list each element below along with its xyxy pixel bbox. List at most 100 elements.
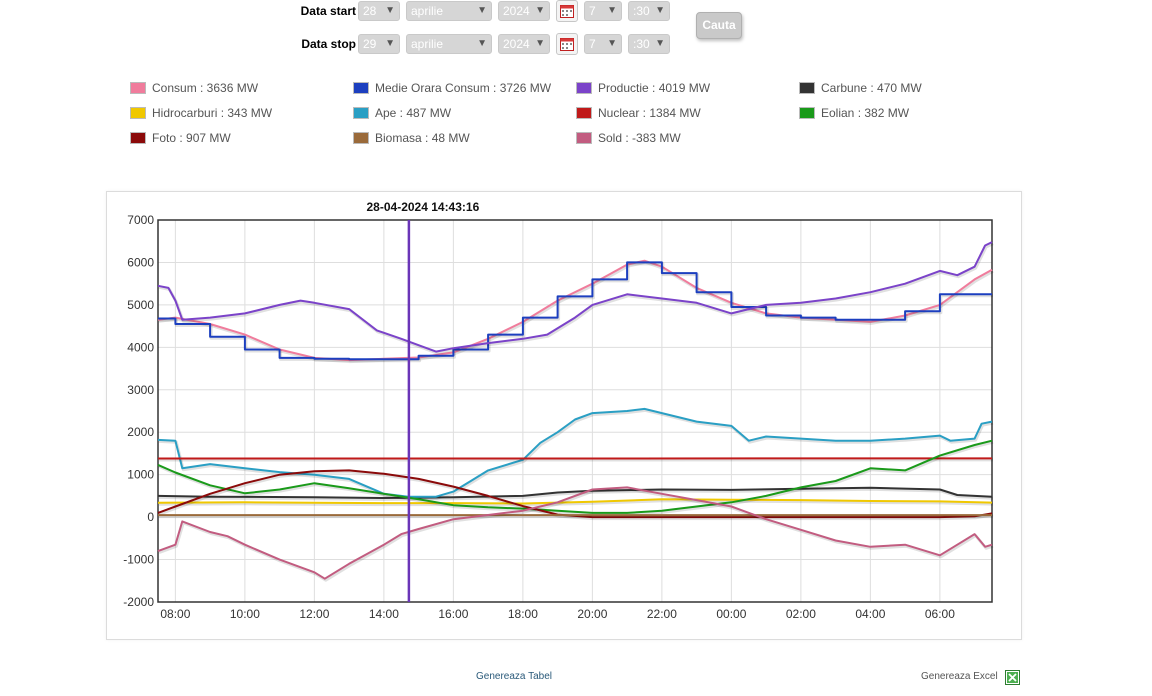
- series-line-carbune: [157, 486, 993, 499]
- date-start-row: Data start 28 ▼ aprilie ▼ 2024 ▼ 7 ▼ :30 ▼: [296, 0, 676, 22]
- generate-excel-link[interactable]: Genereaza Excel: [921, 671, 998, 682]
- legend-swatch: [130, 82, 146, 94]
- chevron-down-icon: ▼: [385, 5, 395, 16]
- legend-swatch: [799, 107, 815, 119]
- legend-label: Consum : 3636 MW: [152, 81, 259, 95]
- series-shadow-foto: [158, 470, 994, 521]
- series-shadow-medie-orara-consum: [159, 262, 993, 363]
- y-tick-label: 4000: [127, 340, 154, 354]
- stop-minute-select[interactable]: :30 ▼: [628, 34, 670, 54]
- legend-swatch: [130, 132, 146, 144]
- search-button[interactable]: Cauta: [696, 12, 742, 39]
- legend-label: Hidrocarburi : 343 MW: [152, 106, 273, 120]
- legend-label: Eolian : 382 MW: [821, 106, 910, 120]
- x-tick-label: 20:00: [577, 607, 607, 621]
- series-shadow-carbune: [158, 487, 994, 501]
- chart-container: [106, 191, 1022, 640]
- series-line-consum: [157, 259, 993, 362]
- stop-calendar-button[interactable]: [556, 33, 578, 55]
- date-stop-row: Data stop 29 ▼ aprilie ▼ 2024 ▼ 7 ▼ :30 ▼: [296, 33, 676, 55]
- legend-label: Biomasa : 48 MW: [375, 131, 470, 145]
- series-shadow-hidrocarburi: [158, 499, 994, 507]
- legend-label: Productie : 4019 MW: [598, 81, 711, 95]
- stop-month-select[interactable]: aprilie ▼: [406, 34, 492, 54]
- stop-year-value: 2024: [503, 37, 530, 51]
- legend-label: Medie Orara Consum : 3726 MW: [375, 81, 552, 95]
- x-tick-label: 00:00: [716, 607, 746, 621]
- x-tick-label: 22:00: [647, 607, 677, 621]
- start-minute-value: :30: [633, 4, 650, 18]
- stop-day-select[interactable]: 29 ▼: [358, 34, 400, 54]
- legend-item-nuclear[interactable]: Nuclear : 1384 MW: [576, 106, 701, 120]
- legend-swatch: [353, 132, 369, 144]
- chevron-down-icon: ▼: [655, 5, 665, 16]
- generate-table-link[interactable]: Genereaza Tabel: [476, 671, 552, 682]
- stop-hour-value: 7: [589, 37, 596, 51]
- start-month-value: aprilie: [411, 4, 444, 18]
- legend-label: Ape : 487 MW: [375, 106, 452, 120]
- legend-item-eolian[interactable]: Eolian : 382 MW: [799, 106, 909, 120]
- legend-label: Carbune : 470 MW: [821, 81, 922, 95]
- y-tick-label: 6000: [127, 255, 154, 269]
- chevron-down-icon: ▼: [655, 38, 665, 49]
- legend-swatch: [130, 107, 146, 119]
- y-tick-label: 7000: [127, 213, 154, 227]
- start-hour-select[interactable]: 7 ▼: [584, 1, 622, 21]
- legend-label: Nuclear : 1384 MW: [598, 106, 701, 120]
- legend-label: Sold : -383 MW: [598, 131, 681, 145]
- chevron-down-icon: ▼: [607, 38, 617, 49]
- excel-icon[interactable]: [1005, 670, 1020, 685]
- calendar-icon: [560, 38, 574, 51]
- legend-item-medie-orara-consum[interactable]: Medie Orara Consum : 3726 MW: [353, 81, 551, 95]
- y-tick-label: -2000: [123, 595, 154, 609]
- start-year-value: 2024: [503, 4, 530, 18]
- y-tick-label: 5000: [127, 298, 154, 312]
- legend-swatch: [353, 82, 369, 94]
- chevron-down-icon: ▼: [385, 38, 395, 49]
- x-tick-label: 04:00: [855, 607, 885, 621]
- start-month-select[interactable]: aprilie ▼: [406, 1, 492, 21]
- chevron-down-icon: ▼: [535, 5, 545, 16]
- start-day-select[interactable]: 28 ▼: [358, 1, 400, 21]
- legend-item-consum[interactable]: Consum : 3636 MW: [130, 81, 258, 95]
- start-minute-select[interactable]: :30 ▼: [628, 1, 670, 21]
- stop-year-select[interactable]: 2024 ▼: [498, 34, 550, 54]
- legend-item-hidrocarburi[interactable]: Hidrocarburi : 343 MW: [130, 106, 272, 120]
- time-cursor-label: 28-04-2024 14:43:16: [367, 200, 480, 214]
- legend-item-sold[interactable]: Sold : -383 MW: [576, 131, 681, 145]
- legend-item-productie[interactable]: Productie : 4019 MW: [576, 81, 710, 95]
- calendar-icon: [560, 5, 574, 18]
- start-calendar-button[interactable]: [556, 0, 578, 22]
- chevron-down-icon: ▼: [477, 38, 487, 49]
- y-tick-label: -1000: [123, 553, 154, 567]
- plot-area-border: [157, 219, 993, 603]
- legend-item-biomasa[interactable]: Biomasa : 48 MW: [353, 131, 470, 145]
- date-stop-label: Data stop: [301, 37, 356, 51]
- series-line-productie: [157, 241, 993, 353]
- series-shadow-eolian: [158, 440, 994, 516]
- x-tick-label: 10:00: [230, 607, 260, 621]
- x-tick-label: 18:00: [508, 607, 538, 621]
- x-tick-label: 16:00: [438, 607, 468, 621]
- stop-day-value: 29: [363, 37, 377, 51]
- series-shadow-consum: [158, 260, 994, 364]
- y-tick-label: 1000: [127, 468, 154, 482]
- series-line-eolian: [157, 439, 993, 514]
- x-tick-label: 08:00: [160, 607, 190, 621]
- legend-swatch: [799, 82, 815, 94]
- y-tick-label: 3000: [127, 383, 154, 397]
- legend-item-carbune[interactable]: Carbune : 470 MW: [799, 81, 922, 95]
- legend-item-foto[interactable]: Foto : 907 MW: [130, 131, 231, 145]
- legend-item-ape[interactable]: Ape : 487 MW: [353, 106, 451, 120]
- start-year-select[interactable]: 2024 ▼: [498, 1, 550, 21]
- series-line-foto: [157, 469, 993, 519]
- x-tick-label: 02:00: [786, 607, 816, 621]
- stop-month-value: aprilie: [411, 37, 444, 51]
- series-line-ape: [157, 407, 993, 498]
- chevron-down-icon: ▼: [477, 5, 487, 16]
- start-hour-value: 7: [589, 4, 596, 18]
- stop-hour-select[interactable]: 7 ▼: [584, 34, 622, 54]
- legend-swatch: [576, 132, 592, 144]
- legend-label: Foto : 907 MW: [152, 131, 231, 145]
